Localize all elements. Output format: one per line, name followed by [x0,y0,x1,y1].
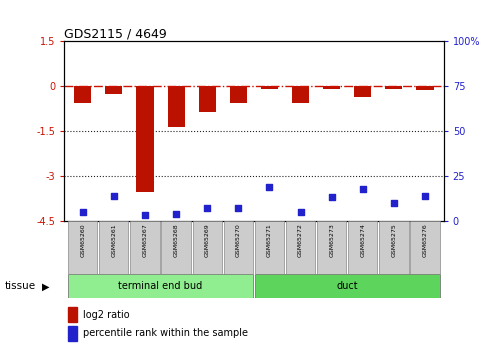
Text: percentile rank within the sample: percentile rank within the sample [83,328,248,338]
FancyBboxPatch shape [317,221,346,274]
FancyBboxPatch shape [348,221,378,274]
Point [110,193,118,198]
Bar [292,86,309,103]
FancyBboxPatch shape [255,274,440,298]
Bar [354,86,371,97]
FancyBboxPatch shape [255,221,284,274]
FancyBboxPatch shape [286,221,315,274]
Text: GSM65273: GSM65273 [329,223,334,257]
FancyBboxPatch shape [130,221,160,274]
Text: terminal end bud: terminal end bud [118,282,203,291]
Bar [386,86,402,89]
Point [359,186,367,191]
Point [172,211,180,216]
Text: GDS2115 / 4649: GDS2115 / 4649 [64,27,167,40]
Text: GSM65274: GSM65274 [360,223,365,257]
FancyBboxPatch shape [224,221,253,274]
Point [390,200,398,206]
Bar [74,86,91,103]
Text: GSM65272: GSM65272 [298,223,303,257]
Text: tissue: tissue [5,282,36,291]
Point [203,206,211,211]
Bar [168,86,185,127]
FancyBboxPatch shape [162,221,191,274]
Text: GSM65269: GSM65269 [205,223,210,257]
Text: GSM65268: GSM65268 [174,223,178,257]
Text: GSM65270: GSM65270 [236,223,241,257]
Bar [137,86,153,193]
Point [79,209,87,215]
Bar [417,86,433,90]
FancyBboxPatch shape [410,221,440,274]
Bar [261,86,278,89]
FancyBboxPatch shape [99,221,129,274]
Point [266,184,274,189]
Bar [106,86,122,94]
Bar [199,86,216,112]
Text: GSM65275: GSM65275 [391,223,396,257]
Text: duct: duct [336,282,358,291]
Bar [230,86,247,103]
FancyBboxPatch shape [379,221,409,274]
Text: GSM65267: GSM65267 [142,223,147,257]
FancyBboxPatch shape [193,221,222,274]
Point [141,213,149,218]
Text: ▶: ▶ [42,282,49,291]
Bar [68,307,77,322]
Point [421,193,429,198]
Text: GSM65260: GSM65260 [80,223,85,257]
Point [328,195,336,200]
FancyBboxPatch shape [68,274,253,298]
Text: GSM65271: GSM65271 [267,223,272,257]
Bar [68,326,77,341]
Text: GSM65276: GSM65276 [423,223,427,257]
Text: GSM65261: GSM65261 [111,223,116,257]
Point [297,209,305,215]
Point [234,206,242,211]
FancyBboxPatch shape [68,221,98,274]
Bar [323,86,340,89]
Text: log2 ratio: log2 ratio [83,309,130,319]
